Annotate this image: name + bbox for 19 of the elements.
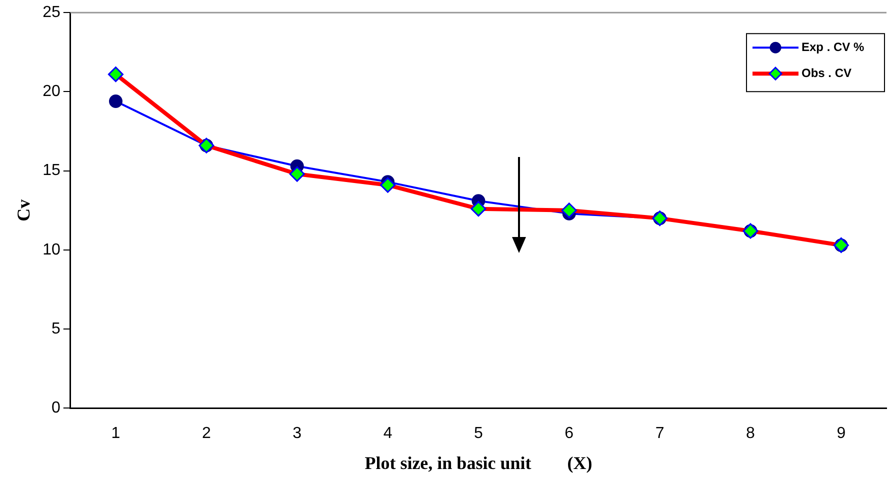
y-tick-label: 5 xyxy=(51,320,60,338)
legend-label: Exp . CV % xyxy=(802,40,865,54)
x-tick-label: 7 xyxy=(655,425,664,442)
x-tick-label: 2 xyxy=(202,425,211,442)
x-tick-label: 6 xyxy=(564,425,574,442)
y-tick-label: 20 xyxy=(42,83,60,100)
y-tick-label: 0 xyxy=(51,400,60,417)
y-axis-title: Cv xyxy=(13,199,34,222)
legend-label: Obs . CV xyxy=(802,66,852,80)
y-tick-label: 10 xyxy=(42,241,60,258)
x-tick-label: 1 xyxy=(111,425,120,442)
x-tick-label: 9 xyxy=(836,425,846,442)
y-tick-label: 25 xyxy=(42,4,60,22)
x-axis-title: Plot size, in basic unit (X) xyxy=(364,452,592,473)
y-tick-label: 15 xyxy=(42,162,60,180)
x-tick-label: 5 xyxy=(474,425,483,442)
x-tick-label: 4 xyxy=(383,425,392,442)
x-tick-label: 8 xyxy=(746,425,756,442)
x-tick-label: 3 xyxy=(292,425,302,442)
